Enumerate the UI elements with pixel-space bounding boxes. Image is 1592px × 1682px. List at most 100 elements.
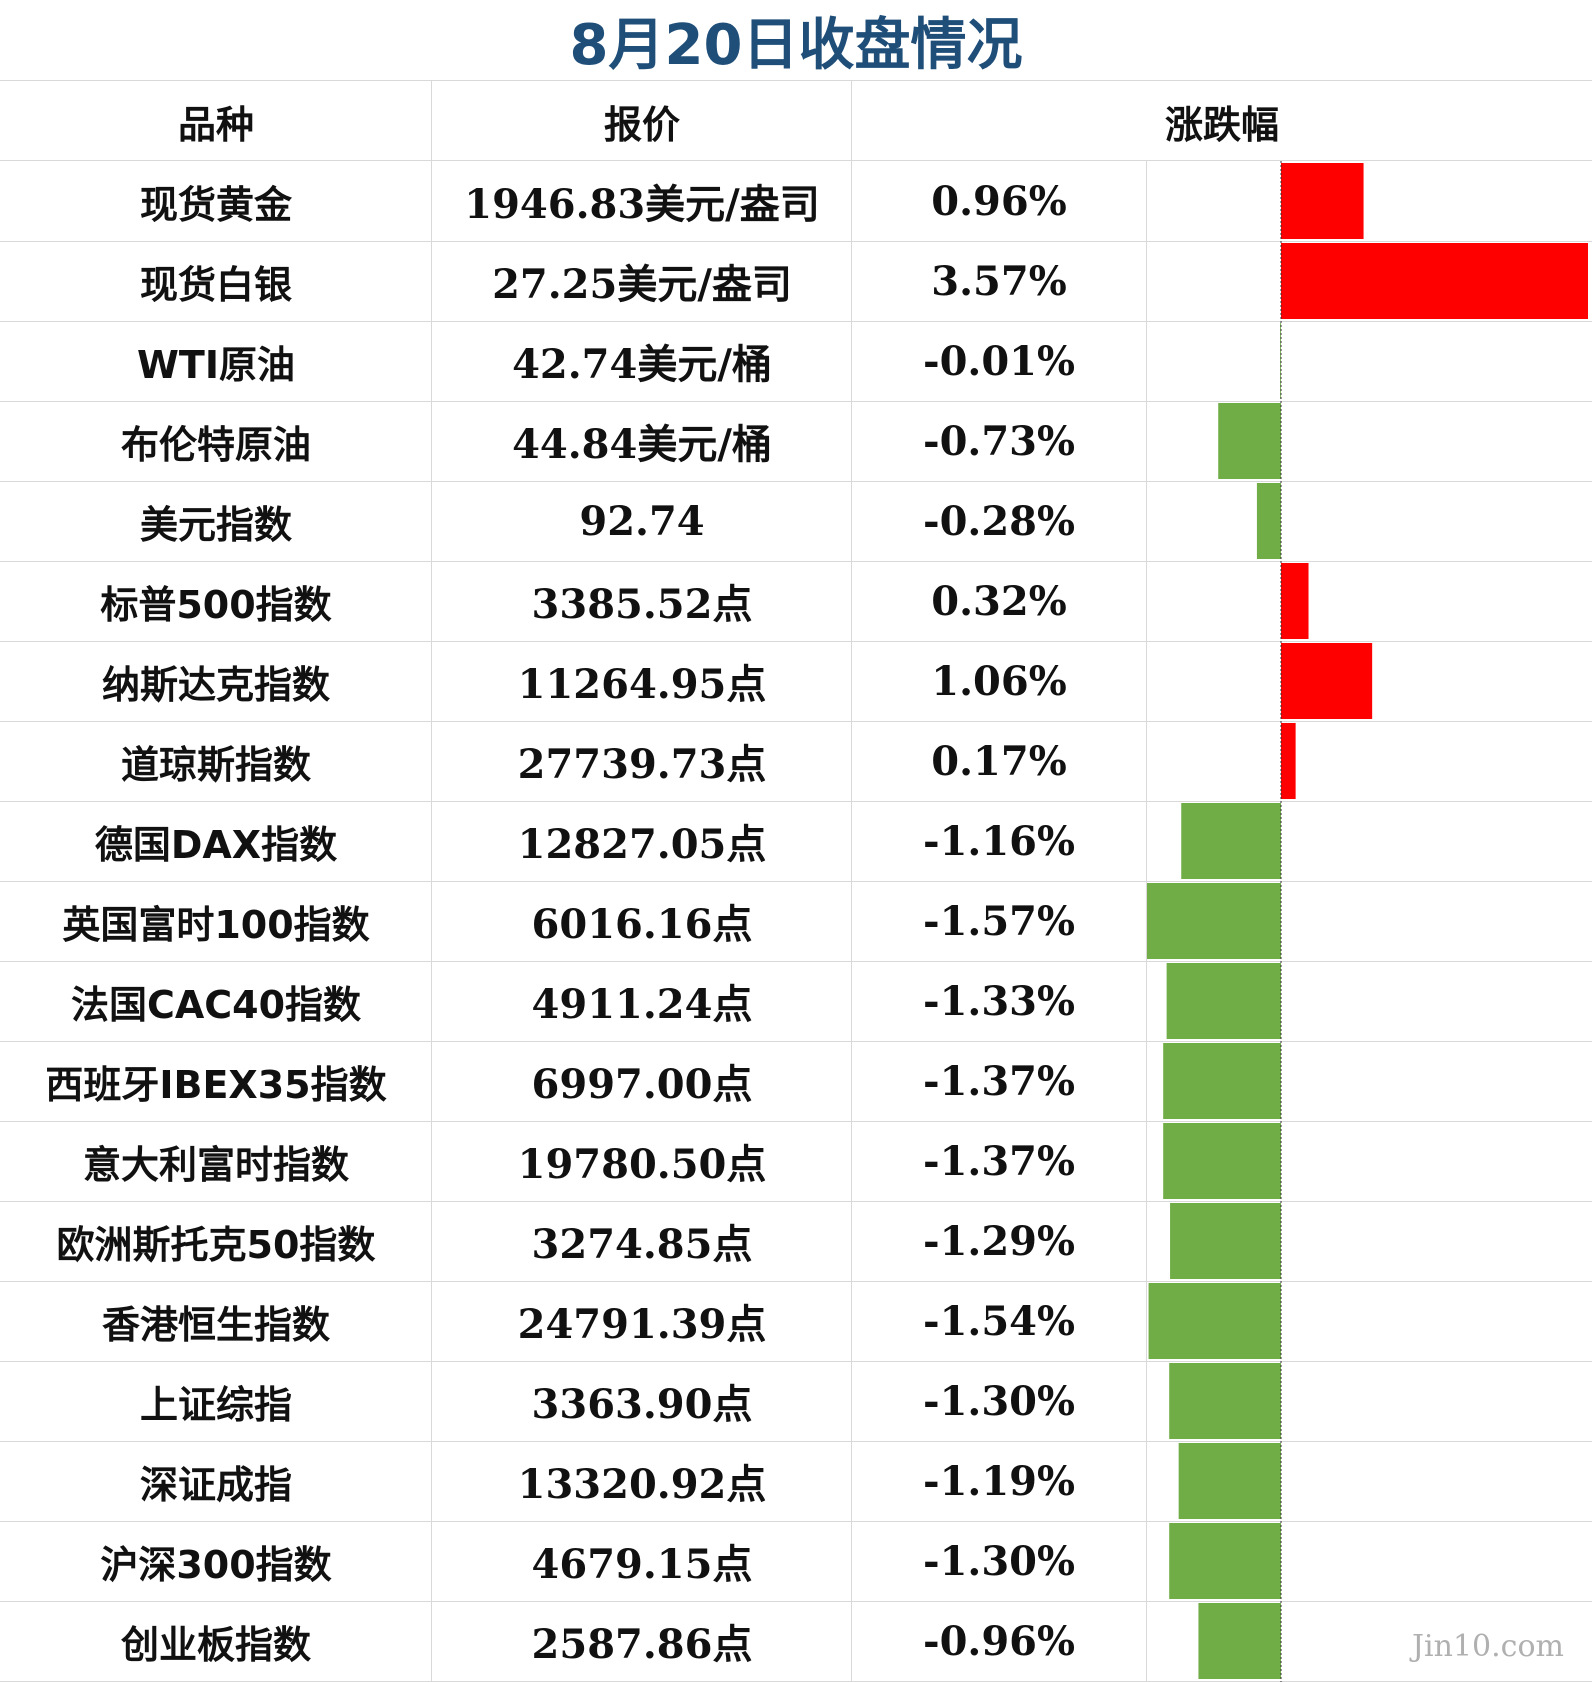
instrument-name: 现货白银 — [139, 262, 292, 307]
change-percent: -1.33% — [922, 977, 1076, 1025]
instrument-name: 美元指数 — [139, 502, 292, 547]
change-bar — [1218, 403, 1281, 479]
row-divider — [0, 1201, 1592, 1202]
instrument-price: 6997.00点 — [531, 1061, 753, 1108]
instrument-price: 4679.15点 — [531, 1541, 753, 1588]
row-divider — [0, 721, 1592, 722]
change-bar — [1169, 1363, 1281, 1439]
table-row: 欧洲斯托克50指数 3274.85点 -1.29% — [0, 1201, 1592, 1281]
change-percent: -1.29% — [922, 1217, 1076, 1265]
instrument-price: 27739.73点 — [517, 741, 767, 788]
table-row: 西班牙IBEX35指数 6997.00点 -1.37% — [0, 1041, 1592, 1121]
table-row: WTI原油 42.74美元/桶 -0.01% — [0, 321, 1592, 401]
row-divider — [0, 1121, 1592, 1122]
row-divider — [0, 801, 1592, 802]
table-row: 德国DAX指数 12827.05点 -1.16% — [0, 801, 1592, 881]
table-row: 纳斯达克指数 11264.95点 1.06% — [0, 641, 1592, 721]
instrument-price: 27.25美元/盎司 — [492, 261, 792, 308]
header-name: 品种 — [177, 102, 254, 147]
change-percent: 1.06% — [931, 657, 1067, 705]
change-percent: -1.19% — [922, 1457, 1076, 1505]
table-row: 英国富时100指数 6016.16点 -1.57% — [0, 881, 1592, 961]
instrument-name: 现货黄金 — [139, 182, 292, 227]
table-row: 香港恒生指数 24791.39点 -1.54% — [0, 1281, 1592, 1361]
instrument-price: 12827.05点 — [517, 821, 767, 868]
instrument-name: 布伦特原油 — [120, 422, 311, 467]
table-row: 创业板指数 2587.86点 -0.96% — [0, 1601, 1592, 1681]
instrument-price: 3363.90点 — [531, 1381, 753, 1428]
change-percent: 0.17% — [931, 737, 1067, 785]
column-divider-3 — [1146, 161, 1147, 1682]
instrument-name: 纳斯达克指数 — [101, 662, 330, 707]
instrument-price: 3274.85点 — [531, 1221, 753, 1268]
change-percent: -1.57% — [922, 897, 1076, 945]
change-bar — [1163, 1043, 1281, 1119]
change-percent: -1.30% — [922, 1377, 1076, 1425]
header-change: 涨跌幅 — [1164, 102, 1279, 147]
table-row: 标普500指数 3385.52点 0.32% — [0, 561, 1592, 641]
row-divider — [0, 241, 1592, 242]
header-divider — [0, 160, 1592, 161]
instrument-price: 19780.50点 — [517, 1141, 767, 1188]
row-divider — [0, 1441, 1592, 1442]
instrument-price: 4911.24点 — [531, 981, 753, 1028]
row-divider — [0, 401, 1592, 402]
instrument-name: 深证成指 — [139, 1462, 292, 1507]
change-percent: 0.96% — [931, 177, 1067, 225]
table-row: 美元指数 92.74 -0.28% — [0, 481, 1592, 561]
instrument-price: 3385.52点 — [531, 581, 753, 628]
row-divider — [0, 1281, 1592, 1282]
instrument-price: 11264.95点 — [517, 661, 767, 708]
table-row: 上证综指 3363.90点 -1.30% — [0, 1361, 1592, 1441]
watermark: Jin10.com — [1412, 1629, 1564, 1664]
instrument-name: 意大利富时指数 — [82, 1142, 349, 1187]
column-divider-2 — [851, 81, 852, 1682]
header-price: 报价 — [603, 102, 680, 147]
table-row: 法国CAC40指数 4911.24点 -1.33% — [0, 961, 1592, 1041]
instrument-name: 道琼斯指数 — [120, 742, 311, 787]
change-bar — [1166, 963, 1281, 1039]
change-bar — [1145, 883, 1281, 959]
change-percent: -1.30% — [922, 1537, 1076, 1585]
change-bar — [1256, 483, 1281, 559]
change-percent: -1.54% — [922, 1297, 1076, 1345]
change-percent: -0.28% — [922, 497, 1076, 545]
instrument-name: 法国CAC40指数 — [70, 982, 362, 1027]
instrument-price: 6016.16点 — [531, 901, 753, 948]
instrument-price: 1946.83美元/盎司 — [464, 181, 820, 228]
chart-title: 8月20日收盘情况 — [0, 0, 1592, 81]
instrument-name: 沪深300指数 — [100, 1542, 332, 1587]
table-row: 现货白银 27.25美元/盎司 3.57% — [0, 241, 1592, 321]
change-bar — [1281, 723, 1296, 799]
instrument-name: WTI原油 — [137, 342, 295, 387]
change-percent: -0.96% — [922, 1617, 1076, 1665]
change-percent: -0.01% — [922, 337, 1076, 385]
table-row: 沪深300指数 4679.15点 -1.30% — [0, 1521, 1592, 1601]
change-bar — [1181, 803, 1281, 879]
row-divider — [0, 481, 1592, 482]
instrument-name: 创业板指数 — [120, 1622, 311, 1667]
instrument-name: 西班牙IBEX35指数 — [45, 1062, 387, 1107]
row-divider — [0, 1041, 1592, 1042]
instrument-price: 24791.39点 — [517, 1301, 767, 1348]
instrument-name: 英国富时100指数 — [62, 902, 370, 947]
row-divider — [0, 1601, 1592, 1602]
change-percent: -0.73% — [922, 417, 1076, 465]
row-divider — [0, 641, 1592, 642]
table-row: 深证成指 13320.92点 -1.19% — [0, 1441, 1592, 1521]
instrument-price: 13320.92点 — [517, 1461, 767, 1508]
change-bar — [1281, 163, 1364, 239]
row-divider — [0, 961, 1592, 962]
instrument-price: 44.84美元/桶 — [512, 421, 772, 468]
change-percent: -1.37% — [922, 1137, 1076, 1185]
change-percent: 0.32% — [931, 577, 1067, 625]
change-bar — [1281, 563, 1309, 639]
table-row: 现货黄金 1946.83美元/盎司 0.96% — [0, 161, 1592, 241]
change-bar — [1148, 1283, 1281, 1359]
change-bar — [1281, 643, 1373, 719]
instrument-name: 香港恒生指数 — [101, 1302, 330, 1347]
change-percent: 3.57% — [931, 257, 1067, 305]
table-row: 道琼斯指数 27739.73点 0.17% — [0, 721, 1592, 801]
